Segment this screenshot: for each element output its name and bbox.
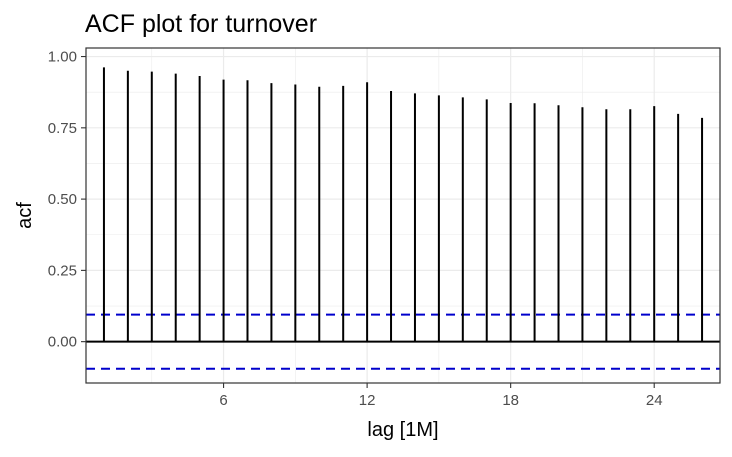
y-tick-label: 1.00	[48, 49, 77, 66]
chart-title: ACF plot for turnover	[85, 10, 317, 38]
axis-ticks: 0.00 0.25 0.50 0.75 1.00 6 12 18 24	[48, 49, 663, 409]
confidence-bounds	[86, 313, 720, 370]
x-axis-title: lag [1M]	[367, 419, 438, 441]
x-tick-label: 18	[502, 392, 519, 409]
x-tick-label: 12	[359, 392, 376, 409]
panel-border	[85, 47, 721, 384]
y-tick-label: 0.75	[48, 120, 77, 137]
y-tick-label: 0.00	[48, 334, 77, 351]
y-tick-label: 0.25	[48, 262, 77, 279]
acf-stems	[102, 67, 704, 342]
x-tick-label: 24	[646, 392, 663, 409]
y-tick-label: 0.50	[48, 191, 77, 208]
x-tick-label: 6	[219, 392, 227, 409]
y-axis-title: acf	[14, 202, 36, 229]
grid-layer	[86, 48, 720, 383]
